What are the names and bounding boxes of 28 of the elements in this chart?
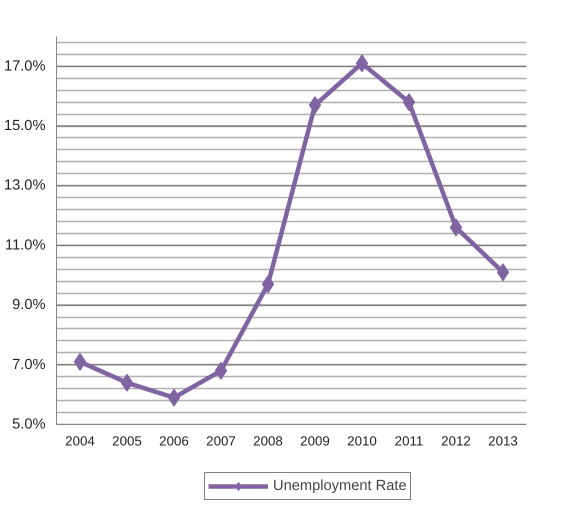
y-tick-label: 5.0% [12,416,46,432]
x-tick-label: 2006 [159,434,189,448]
x-tick-label: 2013 [488,434,518,448]
y-tick-label: 17.0% [4,58,46,74]
point [120,374,134,392]
x-tick-label: 2009 [300,434,330,448]
point [496,263,510,282]
x-tick-label: 2010 [347,434,377,448]
x-tick-label: 2011 [394,434,424,448]
point [308,96,322,114]
point [262,275,274,294]
y-tick-label: 7.0% [12,356,46,373]
point [168,388,180,407]
point [402,93,416,112]
point [450,218,462,237]
point [74,352,86,371]
y-tick-label: 13.0% [4,178,46,194]
x-tick-label: 2012 [441,434,471,448]
point [214,362,228,380]
y-tick-label: 11.0% [5,237,46,254]
y-tick-label: 9.0% [12,297,46,314]
x-tick-label: 2005 [112,434,142,448]
point [356,54,368,72]
x-tick-label: 2008 [253,434,283,448]
x-tick-label: 2007 [206,434,236,448]
x-tick-label: 2004 [65,434,96,448]
legend-label: Unemployment Rate [273,478,407,494]
y-tick-label: 15.0% [4,118,46,134]
